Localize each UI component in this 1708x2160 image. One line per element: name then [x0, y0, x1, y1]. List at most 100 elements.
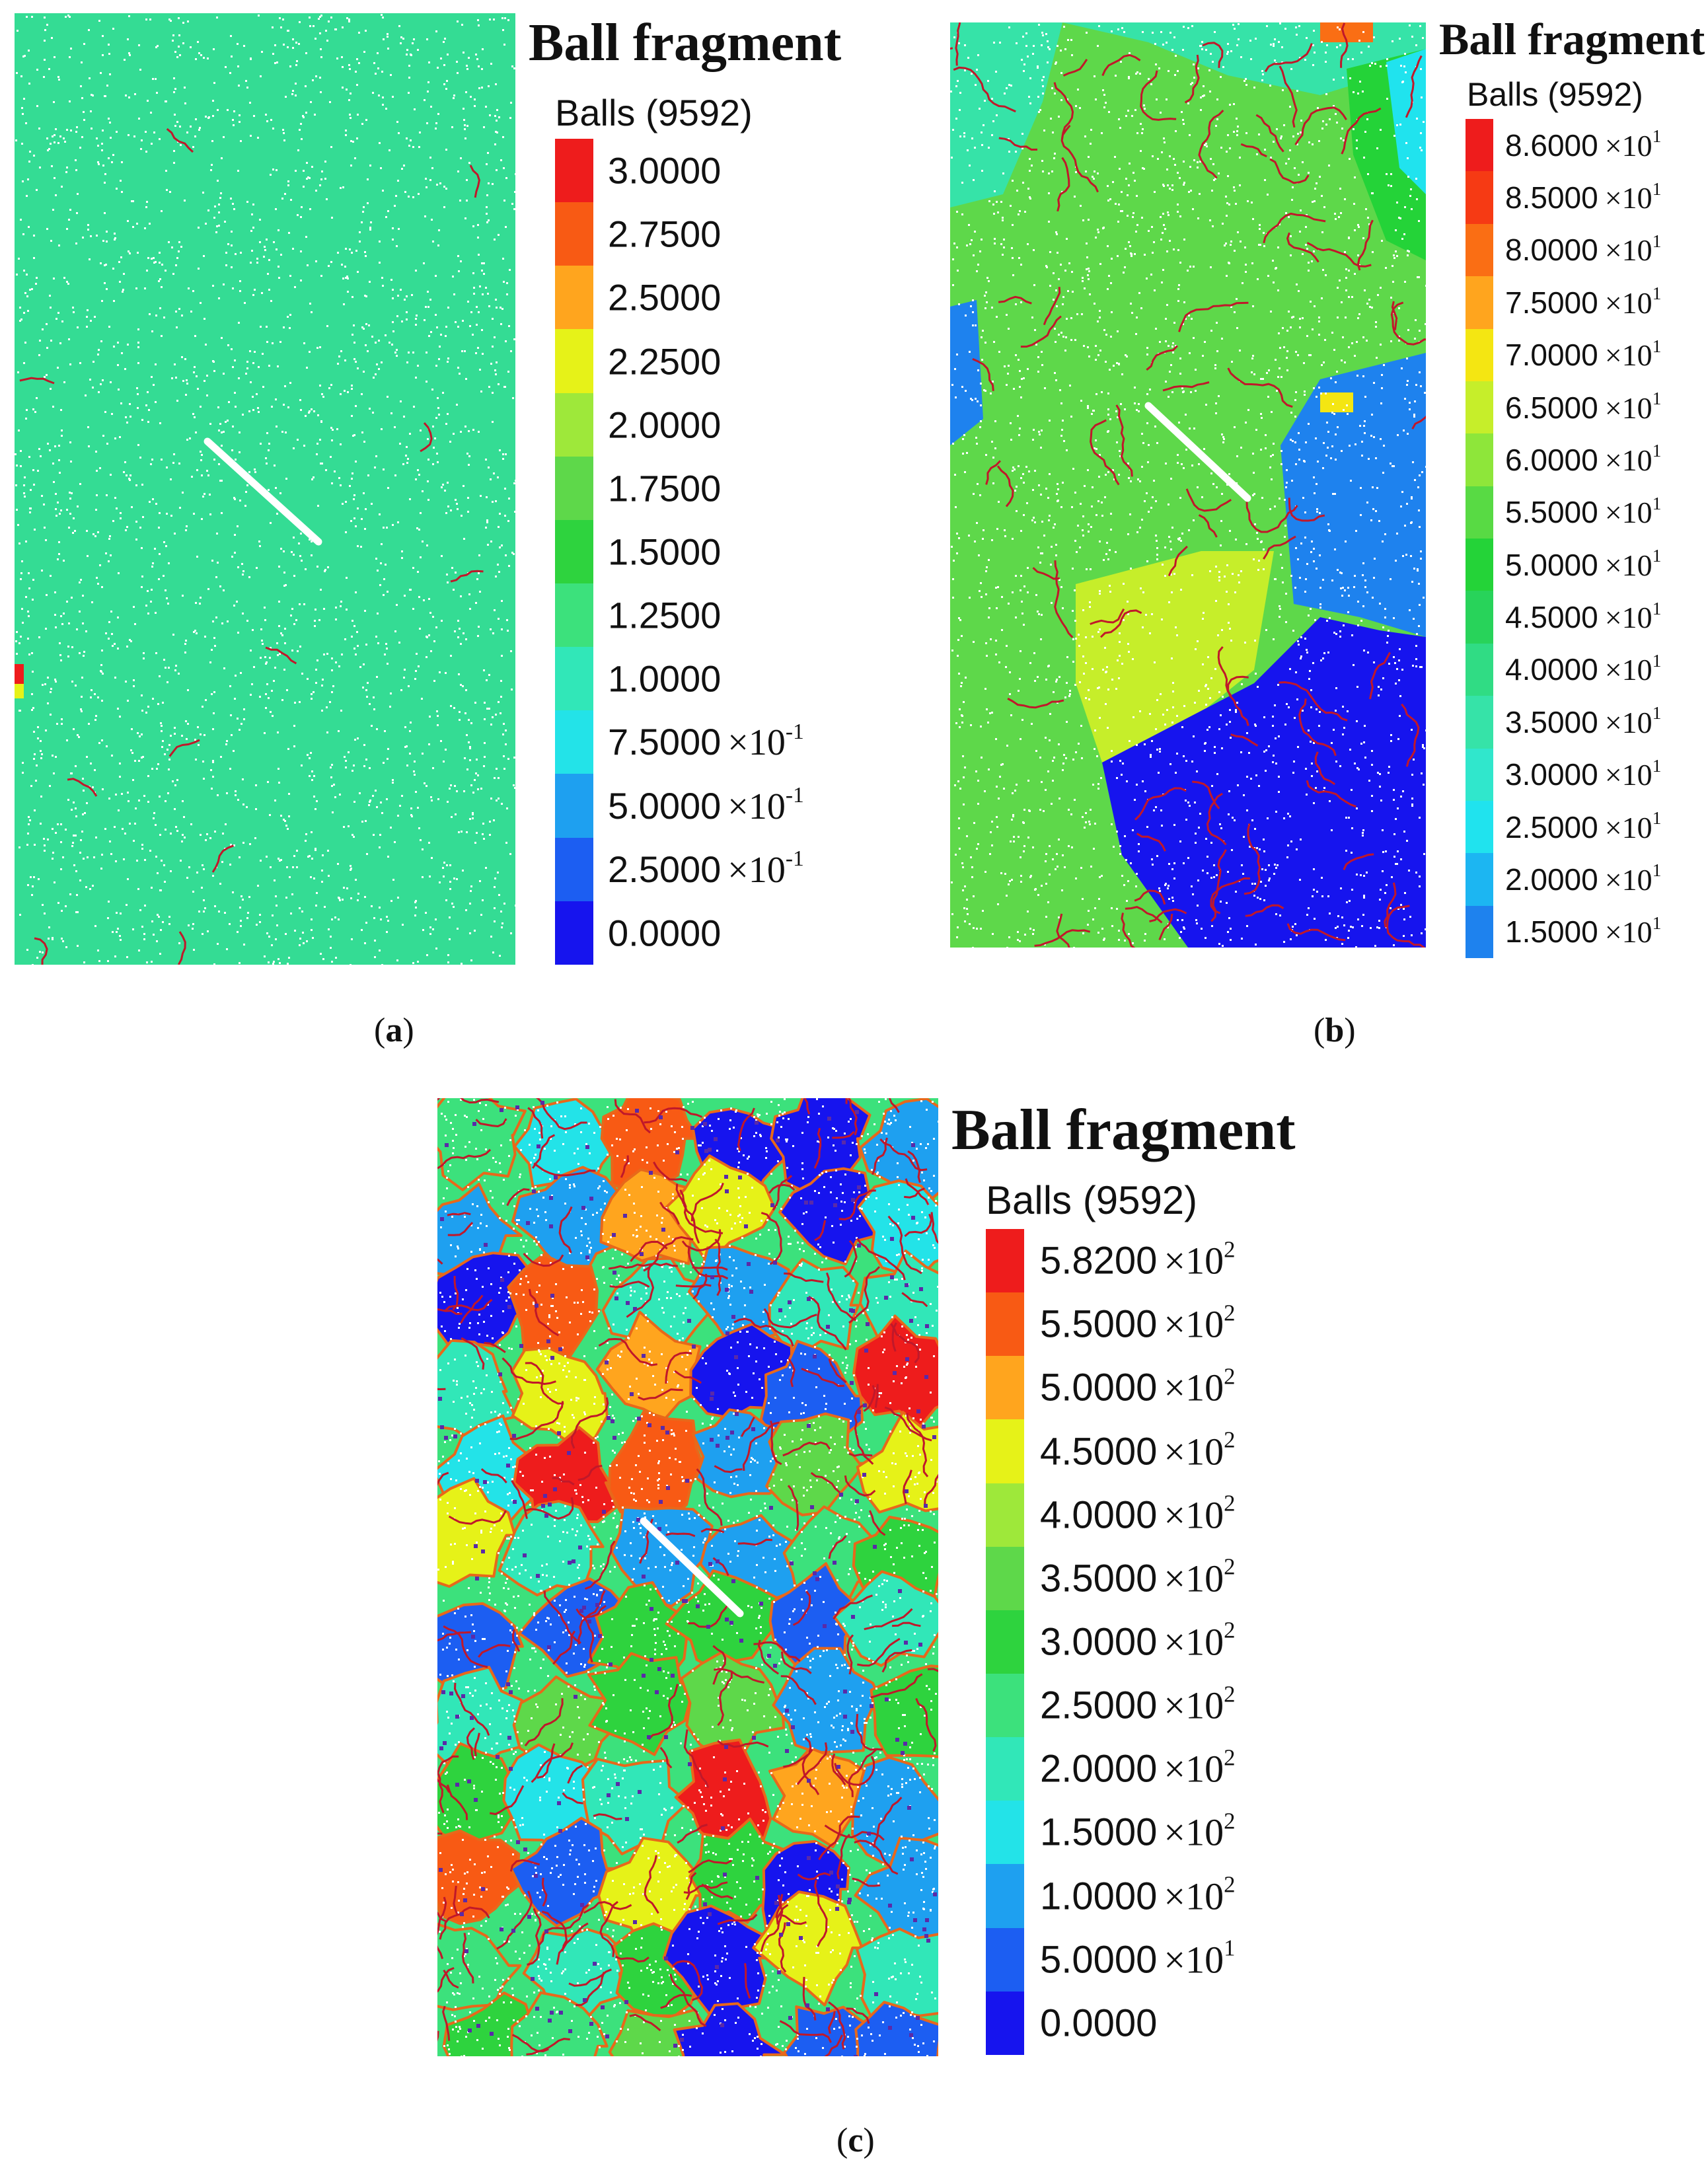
- scale-label: 4.0000 ×101: [1505, 650, 1662, 687]
- color-swatch: [1466, 119, 1493, 172]
- scale-label: 7.5000 ×10-1: [608, 719, 804, 764]
- scale-label: 3.5000 ×102: [1040, 1553, 1236, 1600]
- scale-label: 4.5000 ×102: [1040, 1427, 1236, 1473]
- scale-label: 5.0000 ×10-1: [608, 782, 804, 827]
- legend-subtitle: Balls (9592): [986, 1178, 1198, 1222]
- color-swatch: [1466, 748, 1493, 801]
- simulation-view-b: [950, 22, 1426, 948]
- color-swatch: [1466, 171, 1493, 224]
- scale-label: 1.5000: [608, 531, 722, 573]
- color-swatch: [1466, 328, 1493, 381]
- color-scale-bar: [986, 1229, 1024, 2055]
- color-swatch: [555, 266, 593, 330]
- color-swatch: [1466, 800, 1493, 854]
- color-scale-labels: 5.8200 ×102 5.5000 ×102 5.0000 ×102 4.5000 ×102…: [1040, 1229, 1324, 2055]
- color-scale-bar: [1466, 119, 1493, 958]
- scale-label: 2.0000: [608, 404, 722, 446]
- scale-label: 6.0000 ×101: [1505, 440, 1662, 477]
- scale-label: 0.0000: [1040, 2001, 1158, 2045]
- scale-label: 5.0000 ×101: [1040, 1935, 1236, 1982]
- scale-label: 5.5000 ×101: [1505, 492, 1662, 530]
- color-swatch: [986, 1292, 1024, 1357]
- scale-label: 5.0000 ×102: [1040, 1363, 1236, 1409]
- scale-label: 2.0000 ×102: [1040, 1744, 1236, 1791]
- scale-label: 6.5000 ×101: [1505, 388, 1662, 425]
- scale-label: 2.5000: [608, 276, 722, 318]
- color-swatch: [1466, 905, 1493, 958]
- color-swatch: [986, 1801, 1024, 1865]
- color-swatch: [986, 1610, 1024, 1674]
- legend-b: Ball fragment Balls (9592) 8.6000 ×101 8.5…: [1439, 13, 1705, 971]
- color-swatch: [986, 1546, 1024, 1610]
- scale-label: 0.0000: [608, 912, 722, 954]
- color-swatch: [555, 901, 593, 965]
- scale-label: 8.6000 ×101: [1505, 126, 1662, 163]
- color-swatch: [1466, 853, 1493, 906]
- color-swatch: [1466, 539, 1493, 591]
- scale-label: 3.5000 ×101: [1505, 702, 1662, 739]
- color-swatch: [555, 837, 593, 901]
- color-swatch: [986, 1483, 1024, 1547]
- scale-label: 7.5000 ×101: [1505, 283, 1662, 320]
- color-scale-labels: 8.6000 ×101 8.5000 ×101 8.0000 ×101 7.5000 ×101…: [1505, 119, 1703, 958]
- caption-b: (b): [1314, 1012, 1356, 1049]
- scale-label: 8.5000 ×101: [1505, 178, 1662, 215]
- legend-title: Ball fragment: [1439, 14, 1705, 64]
- color-swatch: [1466, 381, 1493, 434]
- color-swatch: [1466, 643, 1493, 696]
- scale-label: 1.0000: [608, 657, 722, 700]
- scale-label: 1.5000 ×101: [1505, 912, 1662, 950]
- color-swatch: [555, 139, 593, 203]
- color-swatch: [555, 519, 593, 583]
- scale-label: 2.5000 ×102: [1040, 1681, 1236, 1727]
- scale-label: 5.5000 ×102: [1040, 1300, 1236, 1346]
- color-swatch: [555, 647, 593, 711]
- color-swatch: [555, 710, 593, 774]
- legend-subtitle: Balls (9592): [555, 92, 753, 133]
- legend-title: Ball fragment: [951, 1098, 1296, 1162]
- legend-title: Ball fragment: [529, 14, 842, 72]
- scale-label: 3.0000 ×102: [1040, 1617, 1236, 1664]
- pre-existing-flaw: [204, 437, 322, 546]
- scale-label: 1.5000 ×102: [1040, 1808, 1236, 1854]
- scale-label: 1.2500: [608, 594, 722, 636]
- color-swatch: [986, 1927, 1024, 1992]
- caption-a: (a): [374, 1012, 414, 1049]
- scale-label: 3.0000 ×101: [1505, 755, 1662, 792]
- color-swatch: [1466, 276, 1493, 329]
- legend-subtitle: Balls (9592): [1467, 76, 1643, 113]
- color-swatch: [1466, 591, 1493, 644]
- color-scale-labels: 3.0000 2.7500 2.5000 2.2500 2.0000 1.7500 1.50…: [608, 139, 872, 965]
- color-swatch: [555, 202, 593, 266]
- color-swatch: [555, 583, 593, 648]
- scale-label: 3.0000: [608, 149, 722, 192]
- scale-label: 8.0000 ×101: [1505, 230, 1662, 268]
- color-swatch: [555, 774, 593, 838]
- color-swatch: [1466, 696, 1493, 749]
- color-scale-bar: [555, 139, 593, 965]
- pre-existing-flaw: [1144, 402, 1251, 502]
- caption-c: (c): [836, 2122, 875, 2159]
- scale-label: 4.5000 ×101: [1505, 597, 1662, 635]
- color-swatch: [986, 1864, 1024, 1928]
- color-swatch: [986, 1419, 1024, 1483]
- color-swatch: [555, 392, 593, 457]
- scale-label: 5.0000 ×101: [1505, 545, 1662, 582]
- simulation-view-c: [437, 1098, 938, 2056]
- scale-label: 2.7500: [608, 213, 722, 255]
- scale-label: 2.0000 ×101: [1505, 860, 1662, 897]
- pre-existing-flaw: [640, 1517, 744, 1618]
- scale-label: 1.7500: [608, 467, 722, 509]
- color-swatch: [986, 1673, 1024, 1738]
- color-swatch: [986, 1356, 1024, 1420]
- color-swatch: [1466, 433, 1493, 486]
- color-swatch: [986, 1991, 1024, 2055]
- scale-label: 4.0000 ×102: [1040, 1490, 1236, 1537]
- color-swatch: [555, 456, 593, 520]
- color-swatch: [555, 329, 593, 393]
- color-swatch: [986, 1229, 1024, 1293]
- simulation-view-a: [15, 13, 515, 965]
- color-swatch: [986, 1737, 1024, 1801]
- scale-label: 2.5000 ×101: [1505, 807, 1662, 844]
- legend-a: Ball fragment Balls (9592) 3.0000 2.7500 2…: [529, 13, 846, 971]
